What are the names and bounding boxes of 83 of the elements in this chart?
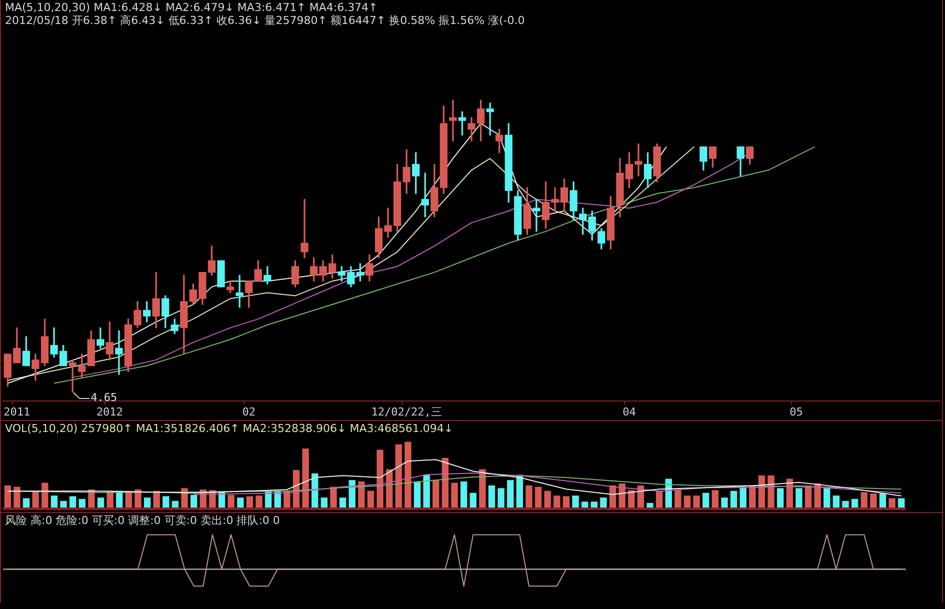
bar	[320, 498, 328, 508]
x-tick-label: 02	[242, 405, 256, 418]
bar	[860, 492, 868, 508]
bar	[60, 500, 67, 508]
bar	[814, 483, 821, 508]
bar	[181, 488, 188, 508]
bar	[898, 498, 905, 508]
bar	[470, 492, 476, 508]
bar	[190, 494, 198, 508]
bar	[134, 489, 142, 508]
bar	[302, 448, 309, 508]
bar	[888, 498, 896, 508]
candlestick	[115, 330, 123, 375]
bar	[498, 488, 504, 508]
bar	[14, 486, 20, 508]
bar	[842, 500, 849, 508]
bar	[22, 498, 30, 508]
bar	[414, 481, 421, 508]
bar	[730, 490, 738, 508]
bar	[50, 496, 58, 508]
bar	[544, 490, 551, 508]
bar	[600, 498, 607, 508]
bar	[367, 490, 374, 508]
bar	[395, 444, 402, 508]
x-tick-label: 04	[622, 405, 636, 418]
bar	[674, 490, 682, 508]
bar	[330, 486, 337, 508]
bar	[246, 496, 254, 508]
bar	[451, 482, 458, 508]
bar	[32, 490, 39, 508]
x-tick-label: 2012	[96, 405, 123, 418]
candlestick	[532, 199, 540, 232]
bar	[824, 488, 830, 508]
bar	[870, 494, 877, 508]
bar	[256, 496, 262, 508]
bar	[684, 496, 691, 508]
bar	[358, 481, 365, 508]
bar	[712, 490, 719, 508]
bar	[832, 496, 840, 508]
x-tick-label: 12/02/22,三	[371, 405, 442, 418]
bar	[69, 496, 76, 508]
bar	[97, 498, 104, 508]
x-tick-label: 05	[790, 405, 803, 418]
bar	[144, 498, 151, 508]
bar	[507, 480, 514, 508]
bar	[562, 496, 570, 508]
annotation: 4.65	[90, 390, 118, 404]
bar	[376, 450, 384, 508]
text: MA(5,10,20,30) MA1:6.428↓ MA2:6.479↓ MA3:6.471↑ MA4:6.374↑	[5, 1, 378, 14]
bar	[339, 498, 346, 508]
bar	[4, 485, 12, 508]
bar	[423, 474, 430, 508]
bar	[618, 483, 626, 508]
bar	[721, 498, 728, 508]
bar	[162, 496, 170, 508]
bar	[702, 492, 710, 508]
candlestick	[236, 274, 244, 308]
bar	[554, 496, 560, 508]
bar	[284, 490, 290, 508]
bar	[460, 481, 468, 508]
bar	[740, 486, 746, 508]
bar	[526, 485, 532, 508]
bar	[776, 488, 784, 508]
bar	[432, 480, 440, 508]
x-tick-label: 2011	[4, 405, 30, 418]
bar	[534, 486, 542, 508]
candlestick	[486, 102, 494, 136]
bar	[879, 494, 886, 508]
bar	[796, 488, 802, 508]
candlestick	[449, 100, 457, 142]
bar	[572, 496, 579, 508]
text: 2012/05/18 开6.38↑ 高6.43↓ 低6.33↑ 收6.36↓ 量257980↑ 额16447↑ 换0.58% 振1.56% 涨(-0.0	[5, 14, 525, 27]
bar	[693, 496, 700, 508]
bar	[479, 469, 486, 508]
bar	[237, 498, 244, 508]
bar	[488, 485, 496, 508]
bar	[404, 442, 412, 508]
bar	[768, 475, 774, 508]
text: VOL(5,10,20) 257980↑ MA1:351826.406↑ MA2:352838.906↓ MA3:468561.094↓	[5, 422, 454, 435]
bar	[348, 480, 356, 508]
text: 风险 高:0 危险:0 可买:0 调整:0 可卖:0 卖出:0 排队:0 0	[5, 514, 280, 527]
candlestick	[300, 199, 308, 258]
bar	[228, 494, 234, 508]
